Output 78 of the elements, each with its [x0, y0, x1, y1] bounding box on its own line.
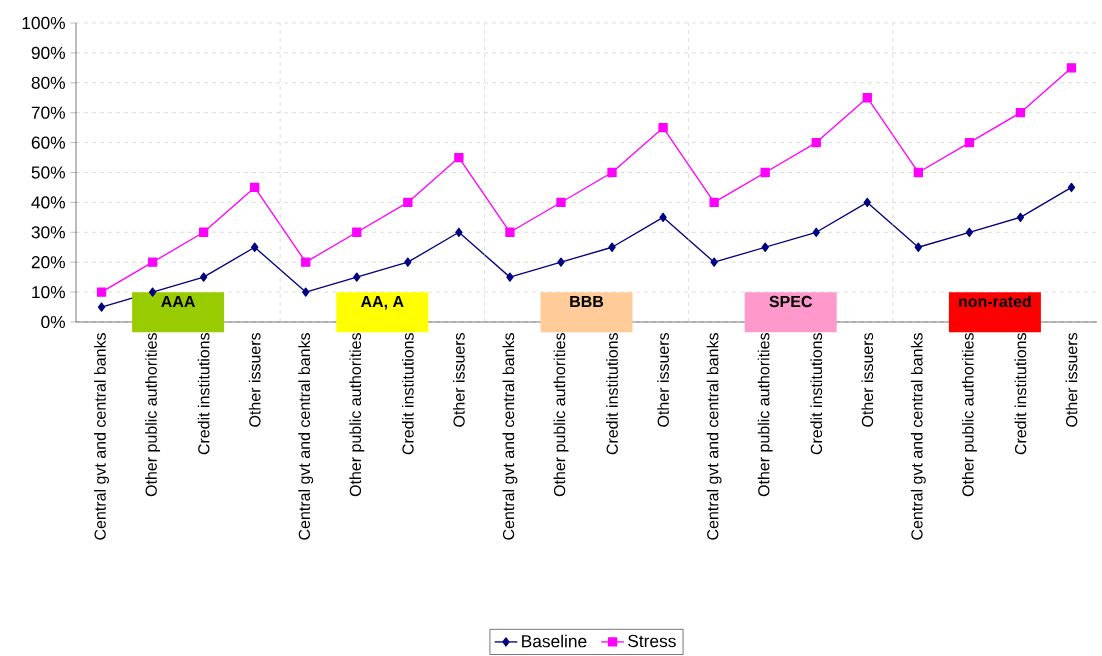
point: [403, 197, 413, 208]
point: [1067, 182, 1076, 193]
point: [964, 137, 975, 148]
x-tick-label: Central gvt and central banks: [706, 333, 722, 540]
point: [812, 227, 820, 237]
x-tick-label: Central gvt and central banks: [94, 333, 109, 540]
x-tick-label: Other public authorities: [145, 333, 161, 497]
x-tick-label: Other public authorities: [349, 333, 365, 497]
point: [658, 122, 668, 133]
y-tick-label: 50%: [31, 166, 65, 179]
y-tick-label: 60%: [31, 136, 65, 149]
x-tick-label: Other public authorities: [961, 333, 977, 497]
annotation: SPEC: [769, 295, 813, 308]
point: [455, 227, 463, 237]
point: [301, 257, 311, 267]
point: [198, 227, 209, 237]
y-tick-label: 30%: [31, 226, 65, 239]
x-tick-label: Credit institutions: [1014, 333, 1027, 455]
legend-label: Baseline: [522, 634, 587, 648]
point: [710, 257, 718, 267]
point: [913, 167, 923, 178]
point: [147, 257, 158, 267]
point: [811, 137, 821, 148]
y-tick-label: 10%: [32, 285, 65, 299]
point: [556, 197, 566, 208]
point: [454, 152, 464, 163]
x-tick-label: Other issuers: [248, 332, 261, 427]
point: [302, 287, 310, 297]
point: [914, 242, 922, 252]
point: [352, 227, 362, 237]
y-tick-label: 20%: [31, 256, 65, 269]
point: [148, 287, 157, 297]
point: [251, 242, 259, 252]
point: [659, 212, 667, 223]
x-tick-label: Other public authorities: [757, 333, 773, 497]
x-tick-label: Other issuers: [861, 332, 874, 427]
x-tick-label: Other issuers: [657, 332, 669, 427]
point: [607, 167, 617, 178]
point: [199, 272, 208, 282]
x-tick-label: Other issuers: [453, 332, 465, 427]
x-tick-label: Central gvt and central banks: [502, 333, 518, 540]
point: [1066, 63, 1077, 73]
point: [97, 302, 106, 312]
x-tick-label: Credit institutions: [606, 333, 618, 455]
x-tick-label: Central gvt and central banks: [910, 333, 926, 540]
point: [760, 167, 770, 178]
legend-label: Stress: [628, 634, 676, 648]
point: [862, 93, 872, 103]
x-tick-label: Credit institutions: [810, 333, 823, 455]
point: [863, 197, 871, 208]
point: [761, 242, 769, 252]
y-tick-label: 90%: [31, 46, 65, 60]
point: [965, 227, 974, 237]
point: [1016, 212, 1025, 223]
point: [506, 272, 514, 282]
x-tick-label: Other issuers: [1065, 332, 1078, 427]
annotation: AAA: [161, 296, 196, 308]
point: [404, 257, 412, 267]
x-tick-label: Central gvt and central banks: [298, 333, 314, 540]
annotation: AA, A: [360, 296, 404, 310]
x-tick-label: Credit institutions: [401, 333, 414, 455]
y-tick-label: 0%: [41, 315, 65, 329]
point: [1015, 108, 1026, 118]
point: [96, 287, 107, 297]
x-tick-label: Other public authorities: [553, 333, 569, 497]
point: [709, 197, 719, 208]
x-tick-label: Credit institutions: [197, 333, 210, 455]
point: [353, 272, 361, 282]
annotation: BBB: [570, 296, 604, 308]
y-tick-label: 40%: [31, 196, 65, 209]
point: [505, 227, 515, 237]
point: [608, 242, 616, 252]
y-tick-label: 70%: [31, 106, 65, 119]
y-tick-label: 100%: [22, 16, 65, 30]
point: [557, 257, 565, 267]
annotation: non-rated: [959, 295, 1031, 308]
y-tick-label: 80%: [31, 76, 65, 89]
point: [250, 182, 260, 193]
